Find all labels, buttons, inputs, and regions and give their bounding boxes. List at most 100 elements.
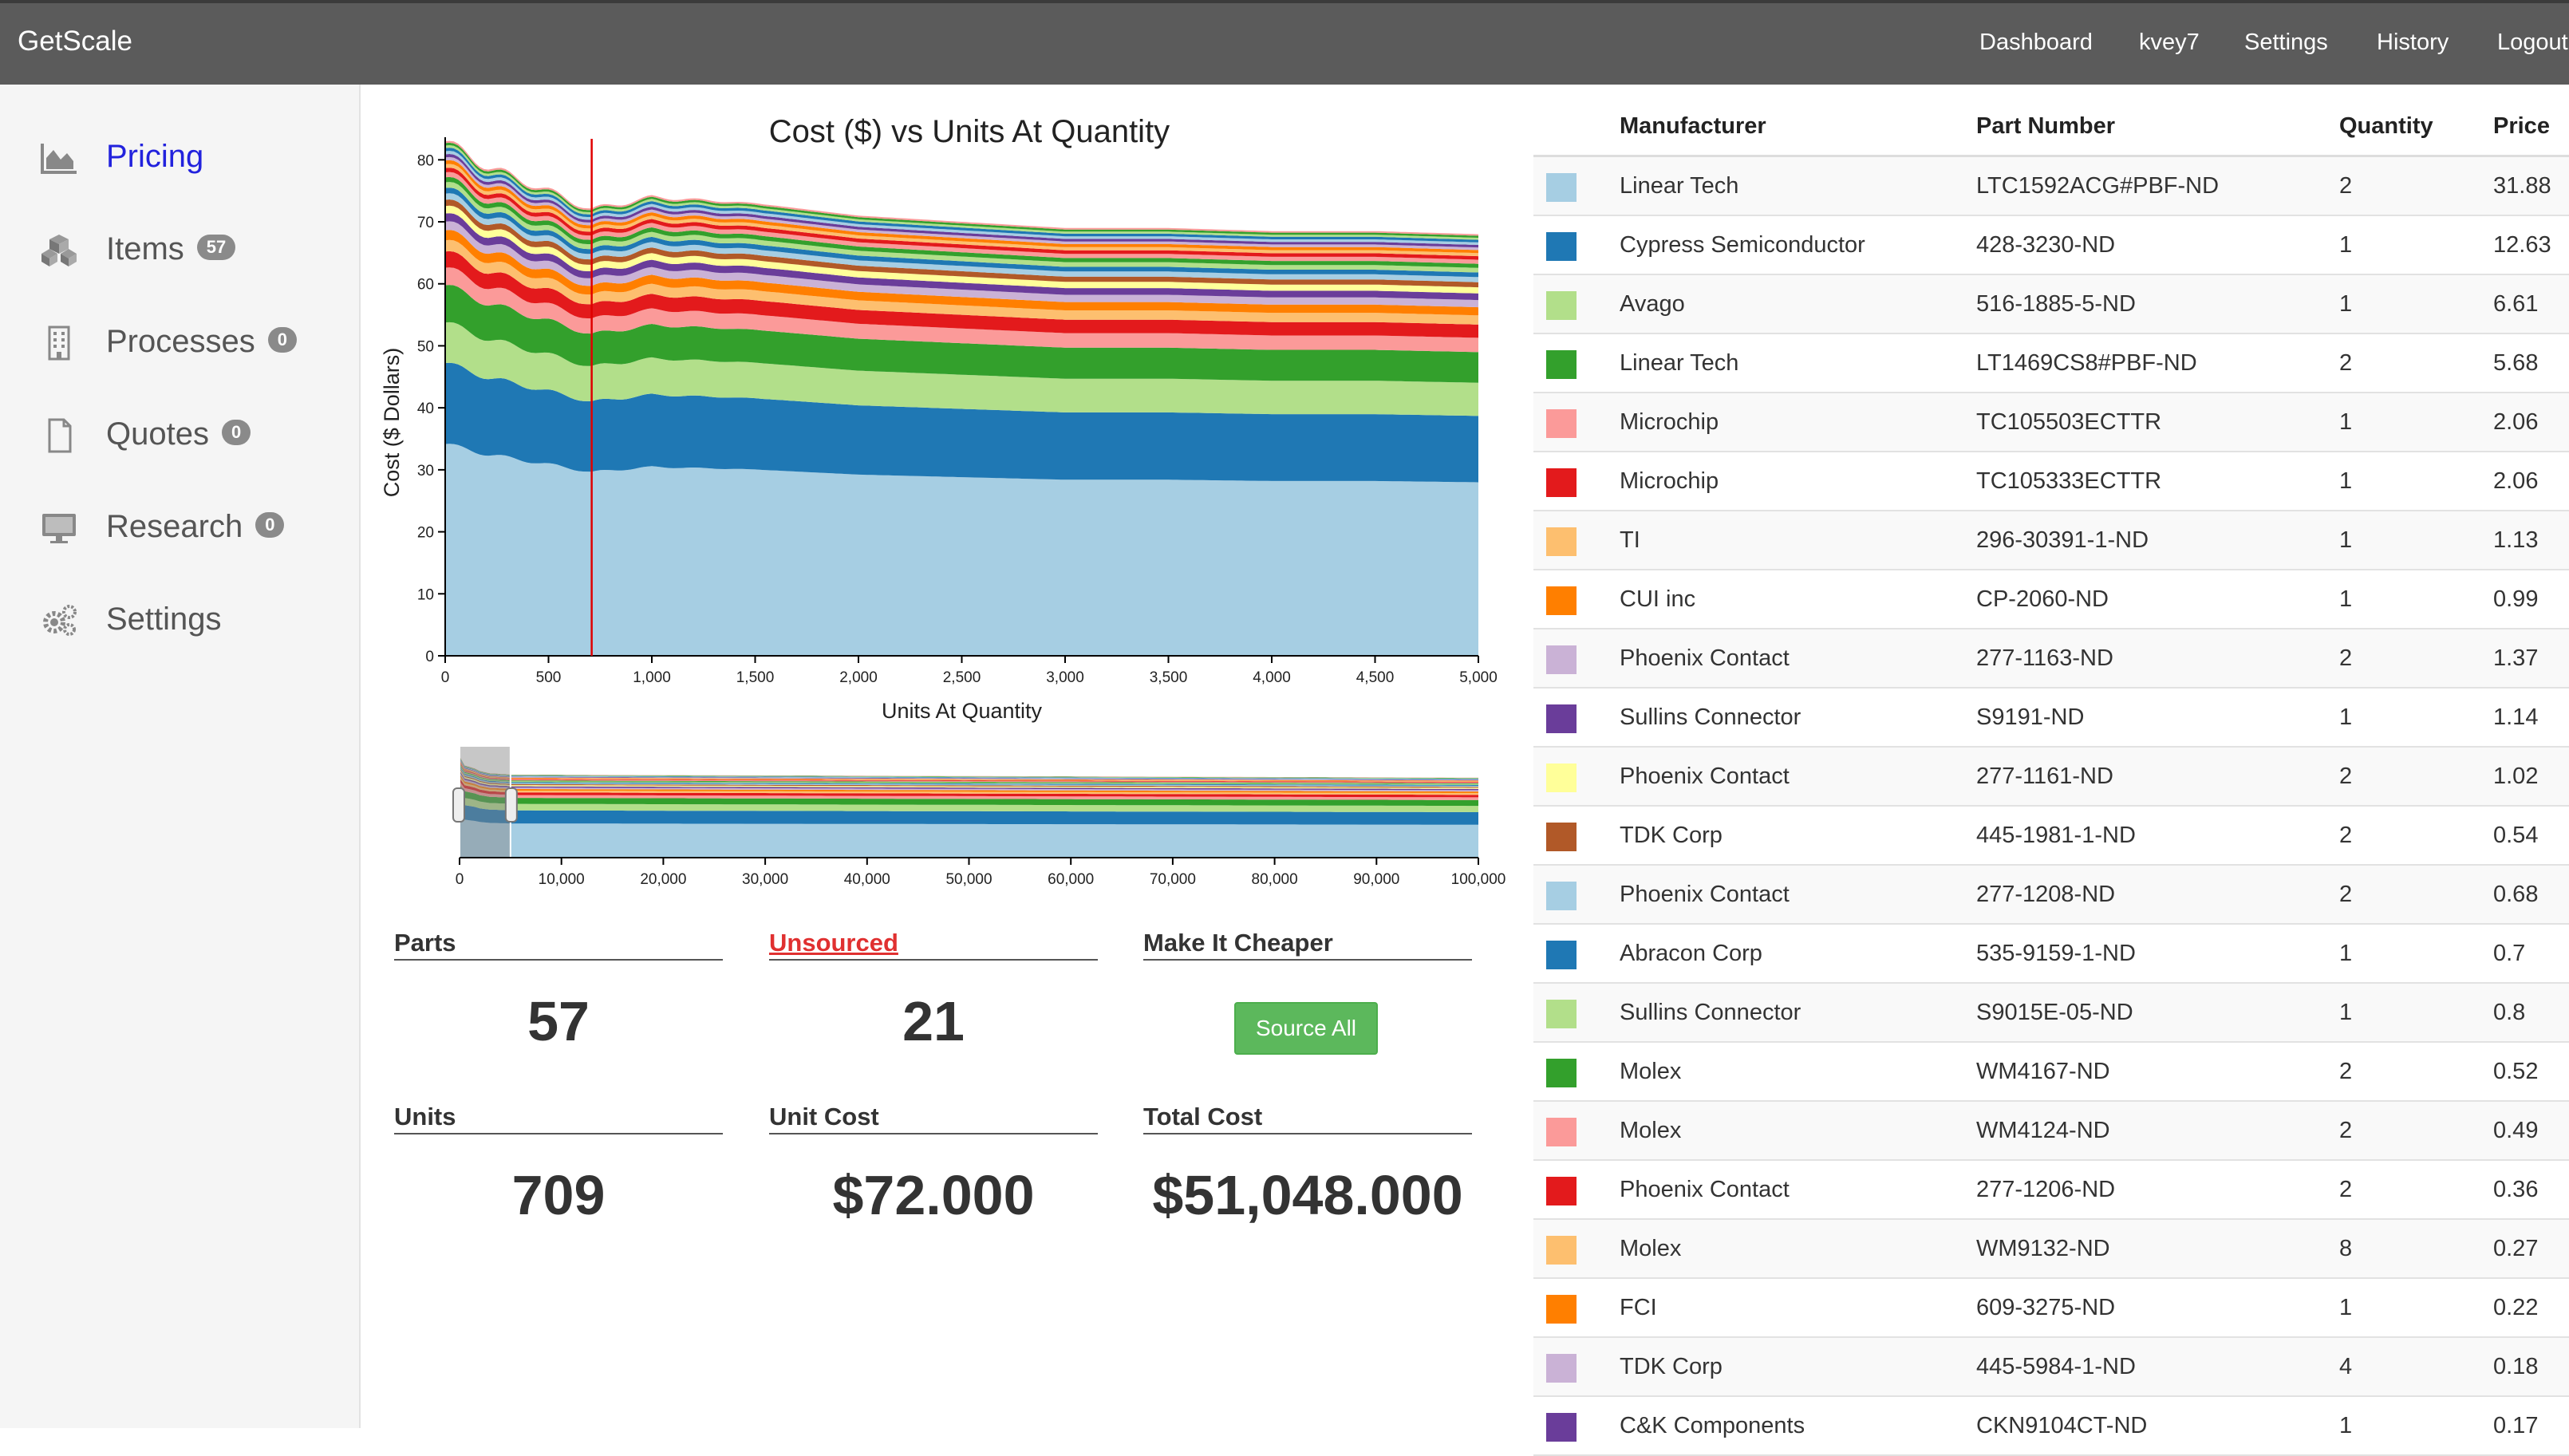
x-tick-label: 5,000 — [1459, 669, 1498, 686]
table-row[interactable]: FCI 609-3275-ND 1 0.22 — [1533, 1279, 2569, 1338]
price-cell: 0.54 — [2493, 823, 2539, 848]
manufacturer-cell: TDK Corp — [1620, 823, 1723, 848]
brand-logo[interactable]: GetScale — [18, 26, 132, 57]
part-number-cell: S9015E-05-ND — [1976, 1000, 2133, 1025]
quotes-count-badge: 0 — [221, 420, 251, 446]
table-row[interactable]: Linear Tech LTC1592ACG#PBF-ND 2 31.88 — [1533, 157, 2569, 216]
price-cell: 6.61 — [2493, 291, 2539, 317]
sidebar-item-processes[interactable]: Processes 0 — [0, 302, 359, 389]
series-color-swatch — [1546, 409, 1577, 438]
nav-history[interactable]: History — [2377, 30, 2449, 55]
brush-handle-left — [452, 787, 465, 823]
quantity-cell: 1 — [2339, 586, 2353, 612]
sidebar-item-quotes[interactable]: Quotes 0 — [0, 394, 359, 482]
make-cheaper-label: Make It Cheaper — [1143, 929, 1472, 961]
mini-area-series-4 — [460, 784, 1478, 807]
mini-area-series-3 — [460, 791, 1478, 812]
price-cell: 5.68 — [2493, 350, 2539, 376]
parts-value: 57 — [527, 990, 590, 1052]
price-cell: 2.06 — [2493, 468, 2539, 494]
table-header: Manufacturer Part Number Quantity Price — [1533, 97, 2569, 157]
nav-user[interactable]: kvey7 — [2139, 30, 2200, 55]
table-row[interactable]: Phoenix Contact 277-1161-ND 2 1.02 — [1533, 748, 2569, 807]
y-tick-label: 70 — [417, 215, 434, 231]
col-part-number-header[interactable]: Part Number — [1976, 113, 2116, 139]
series-color-swatch — [1546, 468, 1577, 497]
area-series-9 — [445, 221, 1478, 308]
quantity-cell: 2 — [2339, 173, 2353, 199]
table-row[interactable]: TI 296-30391-1-ND 1 1.13 — [1533, 511, 2569, 570]
mini-area-series-2 — [460, 799, 1478, 825]
manufacturer-cell: Avago — [1620, 291, 1685, 317]
series-color-swatch — [1546, 941, 1577, 969]
y-tick-label: 80 — [417, 152, 434, 169]
series-color-swatch — [1546, 1354, 1577, 1383]
manufacturer-cell: TDK Corp — [1620, 1354, 1723, 1379]
table-row[interactable]: Cypress Semiconductor 428-3230-ND 1 12.63 — [1533, 216, 2569, 275]
y-tick-label: 20 — [417, 525, 434, 542]
price-cell: 0.7 — [2493, 941, 2526, 966]
mini-x-tick-label: 10,000 — [539, 871, 585, 888]
quantity-cell: 2 — [2339, 764, 2353, 789]
processes-count-badge: 0 — [267, 327, 297, 353]
sidebar-item-settings[interactable]: Settings — [0, 579, 359, 667]
part-number-cell: LT1469CS8#PBF-ND — [1976, 350, 2197, 376]
items-count-badge: 57 — [196, 235, 236, 261]
table-row[interactable]: Avago 516-1885-5-ND 1 6.61 — [1533, 275, 2569, 334]
sidebar-item-research[interactable]: Research 0 — [0, 487, 359, 574]
table-row[interactable]: CUI inc CP-2060-ND 1 0.99 — [1533, 570, 2569, 629]
quantity-cell: 2 — [2339, 1177, 2353, 1202]
part-number-cell: WM9132-ND — [1976, 1236, 2110, 1261]
series-color-swatch — [1546, 1295, 1577, 1324]
mini-x-tick-label: 30,000 — [742, 871, 788, 888]
quantity-cell: 2 — [2339, 882, 2353, 907]
table-row[interactable]: Molex WM4124-ND 2 0.49 — [1533, 1102, 2569, 1161]
top-navbar: GetScale Dashboard kvey7 Settings Histor… — [0, 0, 2569, 85]
col-price-header[interactable]: Price — [2493, 113, 2550, 139]
table-row[interactable]: Phoenix Contact 277-1206-ND 2 0.36 — [1533, 1161, 2569, 1220]
col-quantity-header[interactable]: Quantity — [2339, 113, 2433, 139]
unsourced-link[interactable]: Unsourced — [769, 929, 1098, 961]
area-series-1 — [445, 444, 1478, 656]
table-row[interactable]: Abracon Corp 535-9159-1-ND 1 0.7 — [1533, 925, 2569, 984]
sidebar-item-pricing[interactable]: Pricing — [0, 116, 359, 204]
table-row[interactable]: TDK Corp 445-1981-1-ND 2 0.54 — [1533, 807, 2569, 866]
sidebar-item-items[interactable]: Items 57 — [0, 209, 359, 297]
range-brush-chart[interactable]: 0 10,000 20,000 30,000 40,000 50,000 60,000 70,… — [431, 734, 1532, 894]
manufacturer-cell: Molex — [1620, 1236, 1682, 1261]
series-color-swatch — [1546, 823, 1577, 851]
area-series-11 — [445, 205, 1478, 294]
unit-cost-value: $72.000 — [832, 1164, 1035, 1226]
part-number-cell: 516-1885-5-ND — [1976, 291, 2136, 317]
area-series-4 — [445, 285, 1478, 383]
source-all-button[interactable]: Source All — [1234, 1002, 1378, 1055]
quantity-cell: 1 — [2339, 409, 2353, 435]
table-row[interactable]: Phoenix Contact 277-1163-ND 2 1.37 — [1533, 629, 2569, 689]
nav-settings[interactable]: Settings — [2244, 30, 2328, 55]
table-row[interactable]: Linear Tech LT1469CS8#PBF-ND 2 5.68 — [1533, 334, 2569, 393]
area-series-10 — [445, 213, 1478, 301]
table-row[interactable]: Sullins Connector S9015E-05-ND 1 0.8 — [1533, 984, 2569, 1043]
table-row[interactable]: Microchip TC105503ECTTR 1 2.06 — [1533, 393, 2569, 452]
table-row[interactable]: Sullins Connector S9191-ND 1 1.14 — [1533, 689, 2569, 748]
quantity-cell: 8 — [2339, 1236, 2353, 1261]
gears-icon — [43, 605, 77, 636]
cost-stacked-area-chart[interactable]: 0 500 1,000 1,500 2,000 2,500 3,000 3,500 4,000 4… — [383, 136, 1516, 726]
table-row[interactable]: Microchip TC105333ECTTR 1 2.06 — [1533, 452, 2569, 511]
col-manufacturer-header[interactable]: Manufacturer — [1620, 113, 1766, 139]
table-row[interactable]: C&K Components CKN9104CT-ND 1 0.17 — [1533, 1397, 2569, 1456]
unsourced-value: 21 — [902, 990, 965, 1052]
nav-logout[interactable]: Logout — [2497, 30, 2568, 55]
mini-x-tick-label: 60,000 — [1048, 871, 1094, 888]
table-row[interactable]: TDK Corp 445-5984-1-ND 4 0.18 — [1533, 1338, 2569, 1397]
price-cell: 0.99 — [2493, 586, 2539, 612]
mini-x-tick-label: 90,000 — [1353, 871, 1399, 888]
table-row[interactable]: Phoenix Contact 277-1208-ND 2 0.68 — [1533, 866, 2569, 925]
series-color-swatch — [1546, 1413, 1577, 1442]
table-row[interactable]: Molex WM4167-ND 2 0.52 — [1533, 1043, 2569, 1102]
nav-dashboard[interactable]: Dashboard — [1979, 30, 2093, 55]
price-cell: 12.63 — [2493, 232, 2551, 258]
table-row[interactable]: Molex WM9132-ND 8 0.27 — [1533, 1220, 2569, 1279]
x-axis-label: Units At Quantity — [882, 699, 1043, 723]
quantity-cell: 1 — [2339, 468, 2353, 494]
